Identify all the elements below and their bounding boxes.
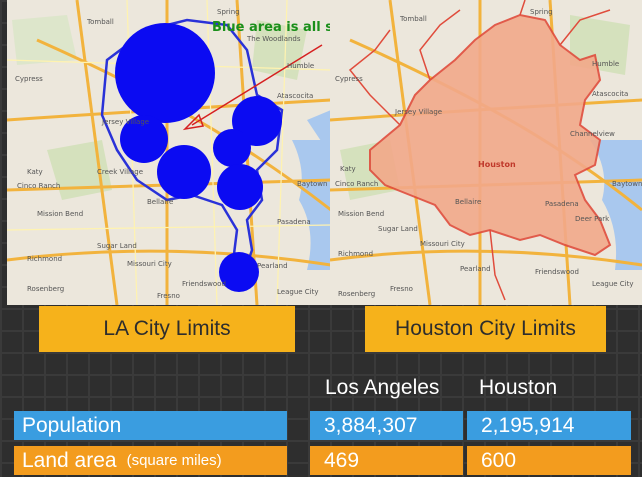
map-label: League City xyxy=(592,280,634,288)
solar-blob xyxy=(213,129,251,167)
map-label: Spring xyxy=(530,8,553,16)
map-label: Missouri City xyxy=(420,240,465,248)
map-label: Jersey Village xyxy=(395,108,443,116)
la-overlay-map: Tomball Cypress Jersey Village Cinco Ran… xyxy=(7,0,331,305)
map-label: League City xyxy=(277,288,319,296)
map-label: The Woodlands xyxy=(247,35,301,43)
map-label: Deer Park xyxy=(575,215,610,223)
map-label: Katy xyxy=(27,168,43,176)
la-city-limits-banner: LA City Limits xyxy=(39,306,295,352)
map-label: Cypress xyxy=(15,75,43,83)
map-label: Creek Village xyxy=(97,168,144,176)
map-label: Rosenberg xyxy=(27,285,65,293)
land-area-arrow-tip xyxy=(265,446,282,474)
population-houston-value: 2,195,914 xyxy=(467,411,631,440)
map-label: Atascocita xyxy=(277,92,314,100)
land-area-la-value: 469 xyxy=(310,446,463,475)
map-label: Humble xyxy=(287,62,315,70)
land-area-row-label: Land area (square miles) xyxy=(14,446,287,475)
map-label: Rosenberg xyxy=(338,290,376,298)
solar-blob xyxy=(217,164,263,210)
map-label: Channelview xyxy=(570,130,615,138)
map-label: Pasadena xyxy=(545,200,579,208)
map-label: Cypress xyxy=(335,75,363,83)
land-area-label-text: Land area xyxy=(22,448,117,472)
map-label: Mission Bend xyxy=(37,210,84,218)
map-label: Bellaire xyxy=(455,198,482,206)
map-label: Sugar Land xyxy=(378,225,418,233)
map-label: Humble xyxy=(592,60,620,68)
la-map-graphics xyxy=(7,0,331,305)
solar-blob xyxy=(157,145,211,199)
solar-blob-large xyxy=(115,23,215,123)
houston-center-label: Houston xyxy=(478,160,516,169)
map-label: Friendswood xyxy=(182,280,226,288)
population-la-value: 3,884,307 xyxy=(310,411,463,440)
solar-blob xyxy=(232,96,282,146)
map-label: Friendswood xyxy=(535,268,579,276)
annotation-arrow xyxy=(191,44,323,126)
map-label: Cinco Ranch xyxy=(17,182,61,190)
houston-map-graphics xyxy=(330,0,642,305)
population-arrow-tip xyxy=(265,411,282,439)
map-label: Tomball xyxy=(87,18,114,26)
map-label: Cinco Ranch xyxy=(335,180,379,188)
map-label: Fresno xyxy=(157,292,180,300)
map-label: Fresno xyxy=(390,285,413,293)
map-label: Pearland xyxy=(257,262,288,270)
solar-blob xyxy=(120,115,168,163)
map-label: Spring xyxy=(217,8,240,16)
solar-blob xyxy=(219,252,259,292)
houston-map: Houston Tomball Spring Humble Atascocita… xyxy=(330,0,642,305)
houston-city-limits-banner: Houston City Limits xyxy=(365,306,606,352)
column-header-houston: Houston xyxy=(479,376,558,399)
map-label: Sugar Land xyxy=(97,242,137,250)
map-label: Richmond xyxy=(27,255,63,263)
map-label: Jersey Village xyxy=(102,118,150,126)
map-label: Tomball xyxy=(400,15,427,23)
population-row-label: Population xyxy=(14,411,287,440)
column-header-los-angeles: Los Angeles xyxy=(325,376,440,399)
map-label: Bellaire xyxy=(147,198,174,206)
land-area-unit: (square miles) xyxy=(126,452,222,469)
map-label: Pearland xyxy=(460,265,491,273)
population-label-text: Population xyxy=(22,413,122,437)
map-label: Richmond xyxy=(338,250,374,258)
map-label: Baytown xyxy=(297,180,328,188)
map-label: Mission Bend xyxy=(338,210,385,218)
land-area-houston-value: 600 xyxy=(467,446,631,475)
houston-city-area xyxy=(369,13,612,257)
map-label: Baytown xyxy=(612,180,642,188)
map-label: Missouri City xyxy=(127,260,172,268)
map-label: Pasadena xyxy=(277,218,311,226)
map-label: Katy xyxy=(340,165,356,173)
map-label: Atascocita xyxy=(592,90,629,98)
